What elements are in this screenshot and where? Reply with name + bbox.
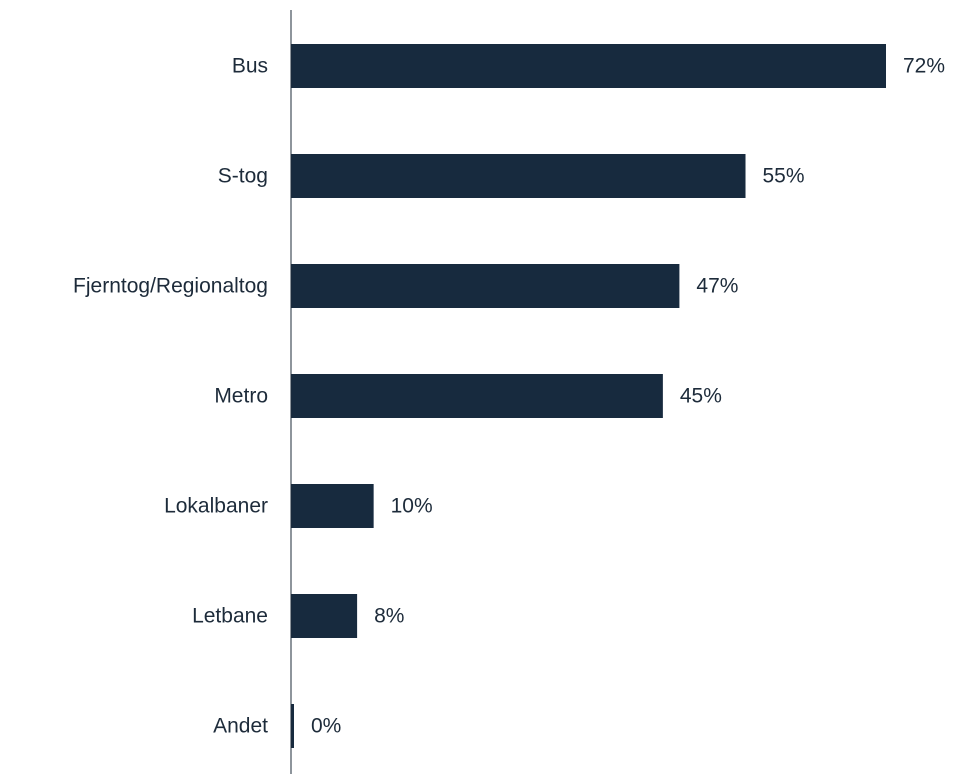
bar-bus [291,44,886,88]
value-label-s-tog: 55% [763,165,805,188]
bar-andet [291,704,294,748]
value-label-fjerntog-regionaltog: 47% [696,275,738,298]
category-label-bus: Bus [232,55,268,78]
labels-layer: Bus 72% S-tog 55% Fjerntog/Regionaltog 47% Met… [73,55,945,738]
value-label-metro: 45% [680,385,722,408]
value-label-bus: 72% [903,55,945,78]
category-label-s-tog: S-tog [218,165,268,188]
value-label-andet: 0% [311,715,341,738]
category-label-letbane: Letbane [192,605,268,628]
bar-s-tog [291,154,746,198]
category-label-andet: Andet [213,715,268,738]
value-label-letbane: 8% [374,605,404,628]
category-label-metro: Metro [214,385,268,408]
bars-layer [291,44,886,748]
value-label-lokalbaner: 10% [391,495,433,518]
bar-metro [291,374,663,418]
bar-letbane [291,594,358,638]
category-label-fjerntog-regionaltog: Fjerntog/Regionaltog [73,275,268,298]
bar-fjerntog-regionaltog [291,264,680,308]
category-label-lokalbaner: Lokalbaner [164,495,268,518]
bar-lokalbaner [291,484,374,528]
